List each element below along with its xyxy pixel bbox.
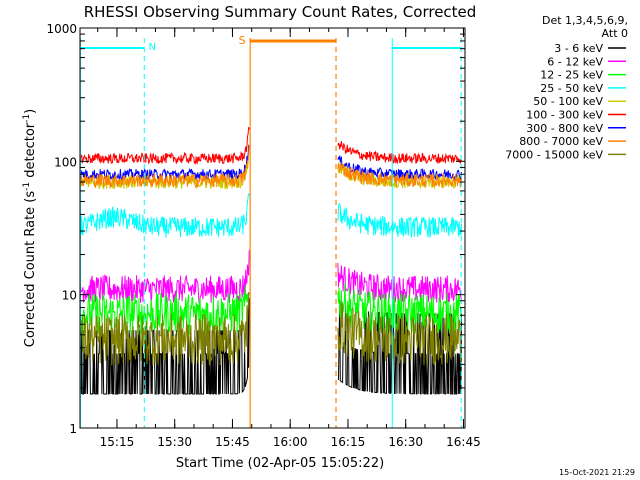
x-tick-label: 15:15 [100,435,135,449]
legend-label: 7000 - 15000 keV [505,148,603,161]
legend-label: 25 - 50 keV [540,82,603,95]
y-tick-label: 1 [69,422,77,436]
series-line-post-saa [337,302,462,366]
legend-label: 50 - 100 keV [533,95,603,108]
plot-area: SN [79,34,462,428]
series-line-pre-saa [79,250,250,304]
series-trace [79,250,462,304]
series-line-post-saa [337,141,462,165]
legend-label: 800 - 7000 keV [519,135,603,148]
y-axis-label-main: Corrected Count Rate (s [23,191,38,348]
series-line-pre-saa [79,298,250,395]
y-tick-label: 100 [54,155,77,169]
series-line-pre-saa [79,144,250,189]
legend-label: 12 - 25 keV [540,69,603,82]
plot-timestamp: 15-Oct-2021 21:29 [559,468,635,477]
saa-flag-label: S [239,34,246,47]
legend-label: 300 - 800 keV [526,122,603,135]
x-tick-label: 16:45 [446,435,481,449]
series-line-pre-saa [79,126,250,165]
series-line-post-saa [337,155,462,182]
x-tick-label: 15:45 [215,435,250,449]
chart-title: RHESSI Observing Summary Count Rates, Co… [84,3,477,21]
legend-label: 3 - 6 keV [554,42,603,55]
x-tick-label: 16:00 [273,435,308,449]
night-flag-label: N [149,42,156,53]
series-line-pre-saa [79,193,250,238]
y-axis-label-sup1: -1 [22,182,32,191]
series-line-pre-saa [79,144,250,181]
y-tick-label: 10 [62,289,77,303]
legend-attenuator: Att 0 [602,27,628,40]
y-tick-label: 1000 [46,22,77,36]
series-trace [79,144,462,182]
x-axis-label: Start Time (02-Apr-05 15:05:22) [176,456,384,471]
series-trace [79,144,462,189]
y-axis-label-sup2: -1 [22,114,32,123]
y-axis-label-mid: detector [23,122,38,182]
y-axis-label: Corrected Count Rate (s-1 detector-1) [22,109,38,347]
series-line-pre-saa [79,291,250,366]
series-trace [79,291,462,366]
series-line-post-saa [337,203,462,238]
series-line-post-saa [337,262,462,303]
x-tick-label: 16:30 [388,435,423,449]
x-tick-label: 16:15 [331,435,366,449]
axes: 1 10 100 1000 15:15 15:30 15:45 16:00 16:15 16:30… [46,22,480,449]
series-line-post-saa [337,162,462,188]
series-trace [79,126,462,165]
plot-frame [79,27,466,429]
y-axis-label-end: ) [23,109,38,114]
legend-label: 6 - 12 keV [547,55,603,68]
legend-detectors: Det 1,3,4,5,6,9, [542,14,628,27]
x-tick-label: 15:30 [157,435,192,449]
series-trace [79,193,462,238]
series-line-pre-saa [79,286,250,336]
legend-label: 100 - 300 keV [526,109,603,122]
